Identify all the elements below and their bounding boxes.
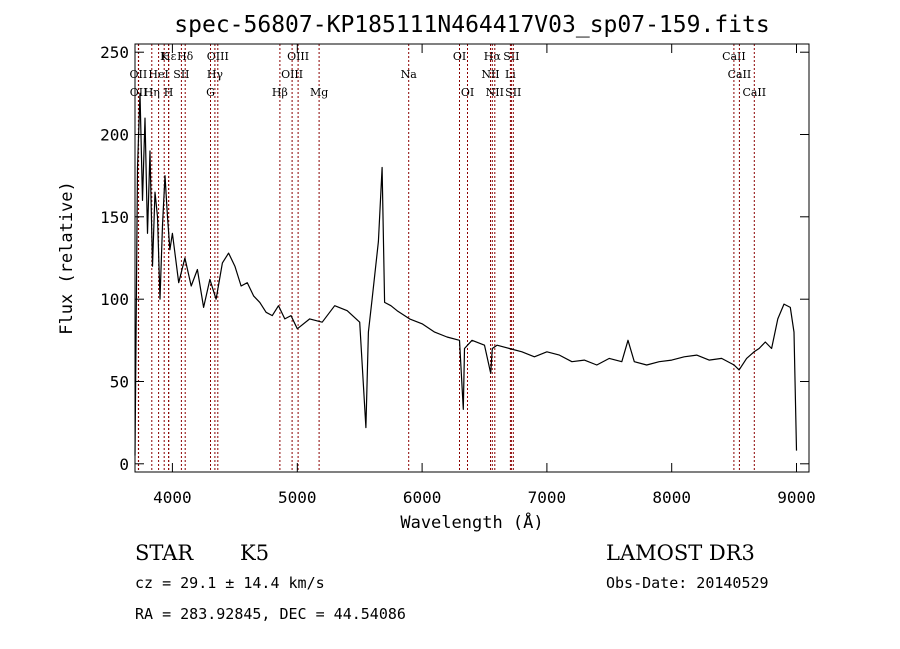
x-tick-label: 6000 [403, 488, 442, 507]
x-tick-label: 5000 [278, 488, 317, 507]
object-subclass: K5 [240, 541, 269, 565]
spectrum-series [134, 92, 798, 456]
line-marker-label: OI [453, 50, 466, 63]
line-marker-label: OII [130, 86, 148, 99]
redshift-cz: cz = 29.1 ± 14.4 km/s [135, 574, 325, 592]
x-axis-label: Wavelength (Å) [400, 511, 543, 533]
line-marker-label: Mg [310, 86, 328, 99]
survey-name: LAMOST DR3 [606, 541, 755, 565]
x-axis-ticks: 4000 5000 6000 7000 8000 9000 [153, 44, 816, 507]
line-marker-label: CaII [742, 86, 766, 99]
y-axis-label: Flux (relative) [57, 181, 77, 335]
line-marker-label: Hη [144, 86, 160, 99]
y-tick-label: 250 [100, 43, 129, 62]
line-marker-label: SII [505, 86, 521, 99]
line-marker-label: HeI [148, 68, 168, 81]
y-tick-label: 50 [110, 373, 129, 392]
plot-frame [134, 43, 810, 473]
chart-title: spec-56807-KP185111N464417V03_sp07-159.f… [174, 12, 769, 38]
line-marker-label: OII [130, 68, 148, 81]
line-marker-label: K [160, 50, 169, 63]
spectrum-line [134, 92, 798, 456]
line-marker-label: SII [503, 50, 519, 63]
line-marker-label: SII [173, 68, 189, 81]
y-tick-label: 200 [100, 126, 129, 145]
line-marker-label: Li [505, 68, 516, 81]
line-marker-label: Na [401, 68, 418, 81]
y-tick-label: 0 [119, 455, 129, 474]
y-tick-label: 100 [100, 290, 129, 309]
line-marker-label: H [164, 86, 174, 99]
y-tick-label: 150 [100, 208, 129, 227]
object-class: STAR [135, 541, 194, 565]
line-marker-label: G [206, 86, 215, 99]
x-tick-label: 8000 [652, 488, 691, 507]
line-marker-label: Hα [484, 50, 502, 63]
line-marker-label: Hβ [272, 86, 288, 99]
line-marker-label: NII [486, 86, 504, 99]
line-marker-label: OIII [207, 50, 229, 63]
coordinates: RA = 283.92845, DEC = 44.54086 [135, 605, 406, 623]
line-marker-label: Hδ [177, 50, 194, 63]
x-tick-label: 9000 [777, 488, 816, 507]
line-marker-label: OIII [281, 68, 303, 81]
line-marker-label: NII [481, 68, 499, 81]
line-marker-label: OIII [287, 50, 309, 63]
observation-date: Obs-Date: 20140529 [606, 574, 769, 592]
x-tick-label: 7000 [528, 488, 567, 507]
line-marker-label: OI [461, 86, 474, 99]
line-marker-label: CaII [728, 68, 752, 81]
y-axis-ticks: 0 50 100 150 200 250 [100, 43, 809, 474]
line-marker-label: CaII [722, 50, 746, 63]
x-tick-label: 4000 [153, 488, 192, 507]
line-marker-label: Hγ [207, 68, 224, 81]
